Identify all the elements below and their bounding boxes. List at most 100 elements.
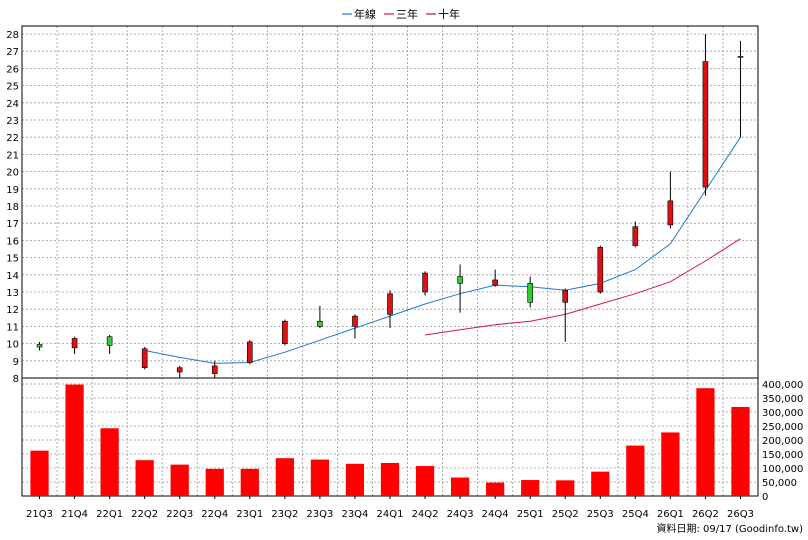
volume-bar-22Q1 — [100, 428, 119, 496]
candle-body — [247, 341, 253, 363]
moving-average-lines — [144, 136, 741, 364]
x-tick-label-23Q3: 23Q3 — [306, 509, 333, 520]
candle-23Q4 — [352, 314, 358, 339]
volume-bar-23Q1 — [240, 468, 259, 496]
volume-tick-label-0: 0 — [762, 492, 768, 503]
volume-bar-24Q4 — [486, 482, 505, 496]
x-tick-label-22Q2: 22Q2 — [131, 509, 158, 520]
x-tick-label-21Q4: 21Q4 — [61, 509, 88, 520]
price-tick-label-4: 12 — [6, 305, 19, 316]
price-tick-label-19: 27 — [6, 47, 19, 58]
price-tick-label-20: 28 — [6, 30, 19, 41]
x-tick-label-24Q1: 24Q1 — [377, 509, 404, 520]
candle-24Q1 — [387, 290, 393, 329]
candle-body — [597, 246, 604, 293]
x-tick-label-22Q1: 22Q1 — [96, 509, 123, 520]
candle-25Q1 — [527, 276, 533, 308]
candle-22Q2 — [141, 347, 148, 370]
volume-bar-26Q1 — [661, 432, 680, 496]
price-tick-label-6: 14 — [6, 271, 19, 282]
price-tick-label-10: 18 — [6, 202, 19, 213]
volume-axis-ticks: 0 50,000 100,000 150,000 200,000 250,000 300,0… — [762, 380, 803, 503]
candle-24Q4 — [492, 269, 498, 287]
volume-tick-label-1: 50,000 — [762, 478, 797, 489]
volume-tick-label-4: 200,000 — [762, 436, 803, 447]
price-tick-label-16: 24 — [6, 99, 19, 110]
x-tick-label-25Q4: 25Q4 — [622, 509, 649, 520]
candle-21Q4 — [71, 336, 78, 354]
x-tick-label-25Q2: 25Q2 — [552, 509, 579, 520]
candle-body — [632, 226, 639, 246]
price-tick-label-12: 20 — [6, 168, 19, 179]
price-tick-label-3: 11 — [6, 322, 19, 333]
x-tick-label-24Q2: 24Q2 — [412, 509, 439, 520]
candle-body — [457, 276, 463, 284]
x-tick-label-25Q3: 25Q3 — [587, 509, 614, 520]
price-tick-label-17: 25 — [6, 82, 19, 93]
volume-bar-26Q3 — [731, 406, 750, 496]
candle-body — [737, 56, 744, 58]
volume-bar-24Q3 — [450, 477, 470, 496]
candle-body — [492, 279, 498, 286]
price-tick-label-13: 21 — [6, 150, 19, 161]
volume-bar-22Q3 — [170, 464, 189, 496]
ma-line-0 — [144, 136, 741, 364]
candle-body — [667, 200, 674, 226]
volume-tick-label-5: 250,000 — [762, 422, 803, 433]
x-tick-label-26Q3: 26Q3 — [727, 509, 754, 520]
volume-bar-22Q2 — [135, 460, 154, 496]
volume-bar-22Q4 — [205, 468, 224, 496]
legend-label-2: 十年 — [438, 7, 460, 21]
candle-25Q3 — [597, 245, 604, 294]
candle-26Q3 — [737, 40, 744, 138]
price-tick-label-8: 16 — [6, 236, 19, 247]
x-tick-label-25Q1: 25Q1 — [517, 509, 544, 520]
price-tick-label-2: 10 — [6, 340, 19, 351]
price-tick-label-5: 13 — [6, 288, 19, 299]
volume-bar-21Q4 — [65, 384, 84, 496]
candle-22Q3 — [176, 365, 183, 378]
candle-22Q4 — [211, 360, 218, 378]
candle-26Q1 — [667, 171, 674, 229]
candle-body — [562, 289, 569, 303]
candle-body — [527, 283, 533, 303]
price-tick-label-15: 23 — [6, 116, 19, 127]
volume-bar-26Q2 — [696, 388, 715, 496]
x-tick-label-22Q3: 22Q3 — [166, 509, 193, 520]
volume-bar-25Q3 — [591, 471, 610, 496]
x-tick-label-24Q4: 24Q4 — [482, 509, 509, 520]
candle-body — [352, 315, 358, 327]
candle-26Q2 — [702, 34, 709, 196]
volume-tick-label-6: 300,000 — [762, 408, 803, 419]
candle-23Q2 — [282, 319, 288, 346]
candles — [36, 34, 744, 378]
x-tick-label-24Q3: 24Q3 — [447, 509, 474, 520]
candle-21Q3 — [36, 341, 43, 351]
volume-bar-23Q4 — [345, 463, 365, 496]
candle-23Q1 — [247, 340, 253, 365]
volume-bar-25Q4 — [626, 445, 645, 496]
price-tick-label-11: 19 — [6, 185, 19, 196]
legend-label-1: 三年 — [396, 7, 418, 21]
volume-tick-label-3: 150,000 — [762, 450, 803, 461]
candle-body — [387, 293, 393, 315]
x-axis-ticks: 21Q3 21Q4 22Q1 22Q2 22Q3 22Q4 23Q1 23Q2 23Q3 23Q4… — [26, 496, 754, 520]
price-axis-ticks: 8 9 10 11 12 13 14 15 16 17 18 19 20 21 22 23 24 25 26 27 28 — [6, 30, 19, 385]
price-tick-label-1: 9 — [13, 357, 19, 368]
x-tick-label-22Q4: 22Q4 — [201, 509, 228, 520]
x-tick-label-26Q1: 26Q1 — [657, 509, 684, 520]
x-tick-label-23Q1: 23Q1 — [236, 509, 263, 520]
candle-24Q2 — [422, 271, 428, 296]
x-tick-label-21Q3: 21Q3 — [26, 509, 53, 520]
volume-tick-label-2: 100,000 — [762, 464, 803, 475]
candle-body — [36, 344, 43, 348]
candle-body — [71, 338, 78, 349]
candle-23Q3 — [317, 305, 323, 329]
x-tick-label-23Q4: 23Q4 — [341, 509, 368, 520]
candle-body — [317, 320, 323, 327]
volume-tick-label-8: 400,000 — [762, 380, 803, 391]
candle-25Q2 — [562, 288, 569, 342]
volume-bar-25Q1 — [521, 480, 540, 496]
volume-bar-24Q2 — [415, 466, 435, 496]
ma-line-1 — [424, 238, 741, 336]
